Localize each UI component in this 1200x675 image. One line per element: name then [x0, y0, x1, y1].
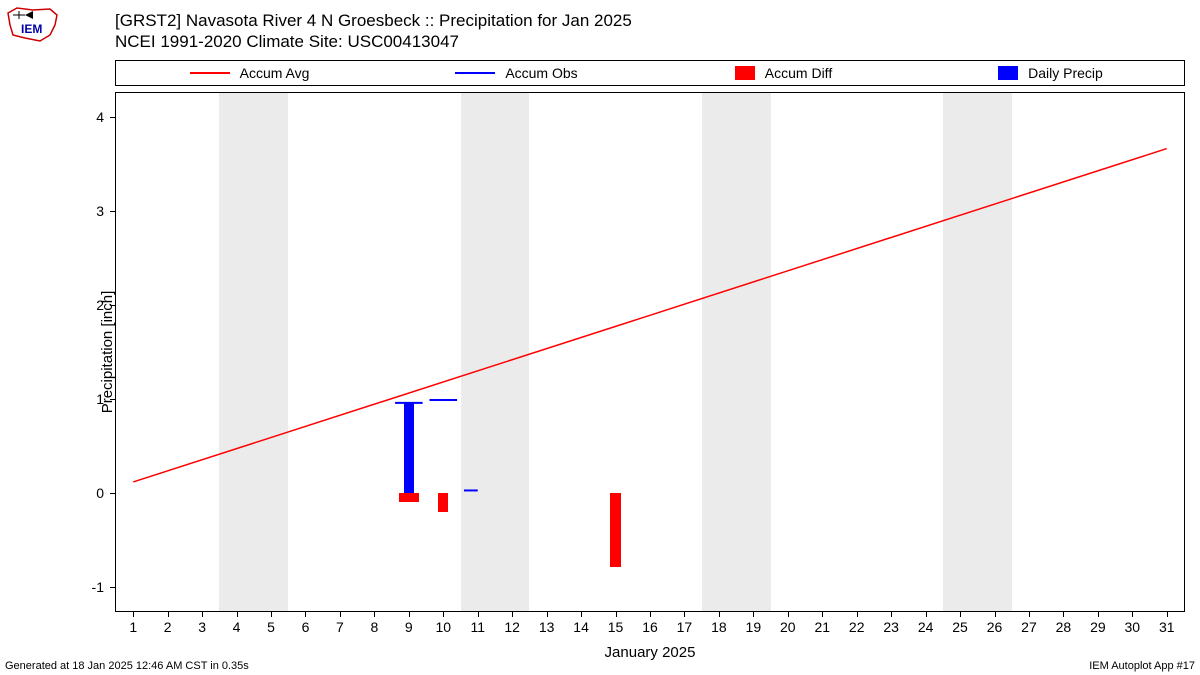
x-tick-label: 1 [129, 619, 137, 635]
x-tick [581, 611, 582, 617]
x-tick-label: 10 [435, 619, 451, 635]
x-tick [512, 611, 513, 617]
x-tick-label: 22 [849, 619, 865, 635]
x-tick-label: 20 [780, 619, 796, 635]
x-tick-label: 25 [952, 619, 968, 635]
x-tick-label: 7 [336, 619, 344, 635]
x-tick [1132, 611, 1133, 617]
y-tick-label: 1 [96, 391, 104, 407]
x-tick-label: 8 [370, 619, 378, 635]
legend-daily-precip: Daily Precip [917, 65, 1184, 81]
x-tick [340, 611, 341, 617]
x-tick [409, 611, 410, 617]
x-tick-label: 17 [677, 619, 693, 635]
x-tick [719, 611, 720, 617]
x-tick-label: 23 [883, 619, 899, 635]
y-tick-label: 2 [96, 297, 104, 313]
y-tick-label: -1 [92, 579, 104, 595]
x-tick-label: 21 [814, 619, 830, 635]
x-tick-label: 2 [164, 619, 172, 635]
footer-app: IEM Autoplot App #17 [1089, 660, 1195, 672]
x-tick-label: 12 [504, 619, 520, 635]
x-tick-label: 9 [405, 619, 413, 635]
x-tick [926, 611, 927, 617]
x-tick [788, 611, 789, 617]
x-tick-label: 13 [539, 619, 555, 635]
legend-label: Accum Obs [505, 65, 577, 81]
x-tick [478, 611, 479, 617]
x-tick-label: 16 [642, 619, 658, 635]
x-tick [753, 611, 754, 617]
x-tick-label: 30 [1125, 619, 1141, 635]
x-tick-label: 26 [987, 619, 1003, 635]
x-tick-label: 31 [1159, 619, 1175, 635]
chart-titles: [GRST2] Navasota River 4 N Groesbeck :: … [115, 10, 632, 53]
x-tick [1063, 611, 1064, 617]
x-tick [443, 611, 444, 617]
legend-accum-avg: Accum Avg [116, 65, 383, 81]
x-tick [822, 611, 823, 617]
x-tick [960, 611, 961, 617]
x-tick-label: 5 [267, 619, 275, 635]
x-tick-label: 28 [1056, 619, 1072, 635]
x-tick [168, 611, 169, 617]
x-tick-label: 27 [1021, 619, 1037, 635]
x-tick [1029, 611, 1030, 617]
x-tick [995, 611, 996, 617]
x-tick [857, 611, 858, 617]
lines-layer [116, 93, 1184, 611]
plot-area: Precipitation [inch] January 2025 -10123… [115, 92, 1185, 612]
x-tick [891, 611, 892, 617]
y-tick-label: 0 [96, 485, 104, 501]
x-tick [202, 611, 203, 617]
legend-label: Accum Avg [240, 65, 310, 81]
line [133, 149, 1167, 482]
x-tick-label: 24 [918, 619, 934, 635]
x-tick-label: 14 [573, 619, 589, 635]
x-tick-label: 11 [470, 619, 485, 635]
y-tick-label: 3 [96, 203, 104, 219]
y-tick-label: 4 [96, 109, 104, 125]
footer-generated: Generated at 18 Jan 2025 12:46 AM CST in… [5, 660, 249, 672]
title-line-2: NCEI 1991-2020 Climate Site: USC00413047 [115, 31, 632, 52]
title-line-1: [GRST2] Navasota River 4 N Groesbeck :: … [115, 10, 632, 31]
legend: Accum Avg Accum Obs Accum Diff Daily Pre… [115, 60, 1185, 86]
legend-accum-diff: Accum Diff [650, 65, 917, 81]
x-tick [271, 611, 272, 617]
x-tick [616, 611, 617, 617]
svg-text:IEM: IEM [21, 22, 42, 36]
legend-accum-obs: Accum Obs [383, 65, 650, 81]
x-tick [237, 611, 238, 617]
x-tick-label: 4 [233, 619, 241, 635]
x-tick-label: 18 [711, 619, 727, 635]
x-tick [374, 611, 375, 617]
x-tick [547, 611, 548, 617]
iem-logo: IEM [5, 5, 60, 45]
x-tick-label: 6 [302, 619, 310, 635]
x-tick [133, 611, 134, 617]
legend-label: Daily Precip [1028, 65, 1103, 81]
x-tick-label: 19 [746, 619, 762, 635]
x-tick-label: 29 [1090, 619, 1106, 635]
x-tick [1098, 611, 1099, 617]
precipitation-chart: Accum Avg Accum Obs Accum Diff Daily Pre… [115, 60, 1185, 630]
x-tick [684, 611, 685, 617]
legend-label: Accum Diff [765, 65, 832, 81]
x-tick [650, 611, 651, 617]
x-tick [305, 611, 306, 617]
x-tick-label: 3 [198, 619, 206, 635]
x-tick [1167, 611, 1168, 617]
x-tick-label: 15 [608, 619, 624, 635]
x-axis-label: January 2025 [605, 644, 696, 661]
